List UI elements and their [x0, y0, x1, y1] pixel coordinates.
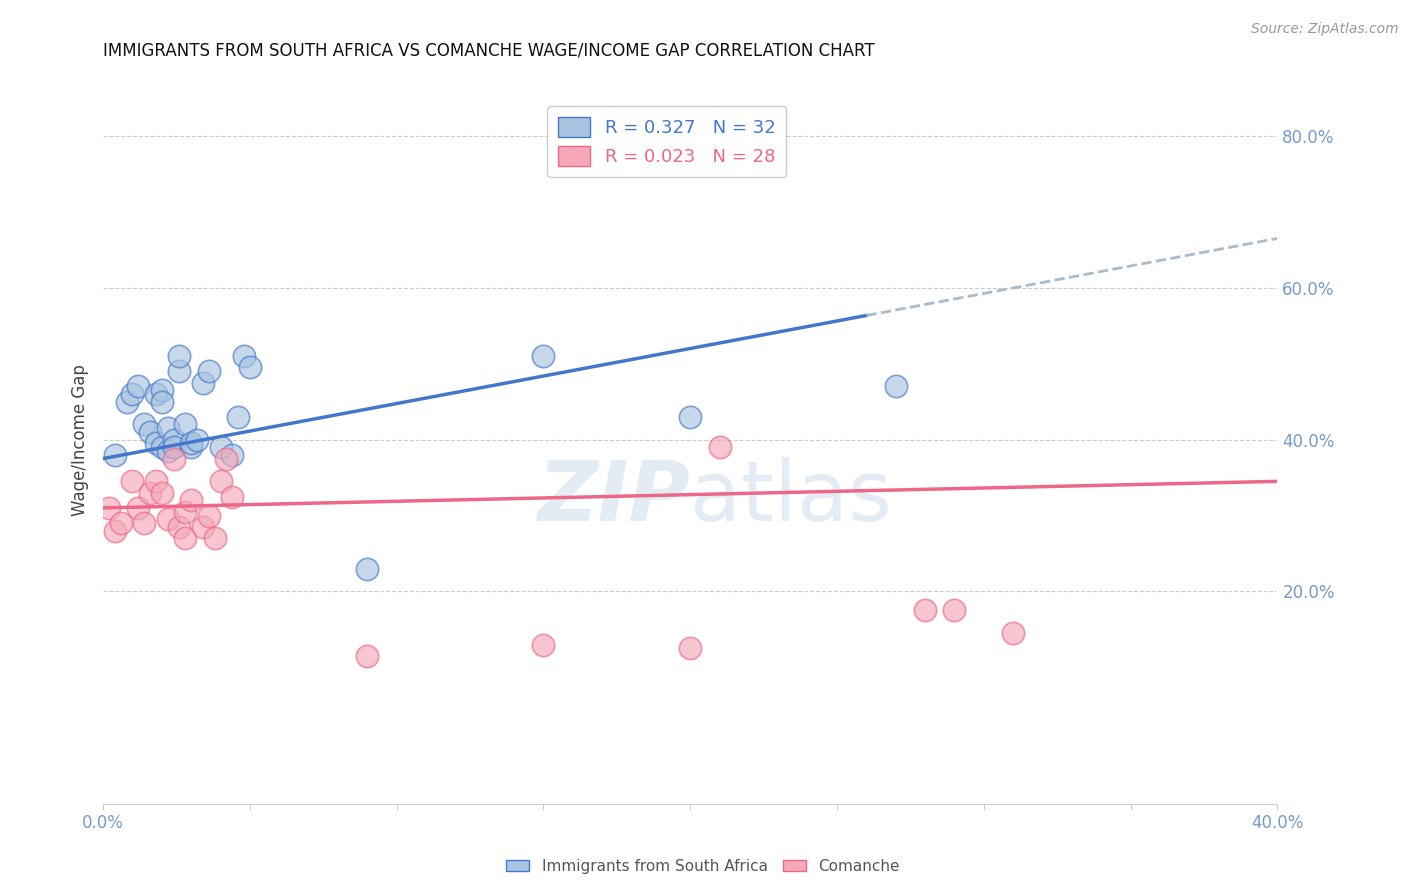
Point [150, 394, 173, 409]
Point [174, 417, 197, 432]
Point [533, 638, 555, 652]
Point [884, 379, 907, 393]
Legend: Immigrants from South Africa, Comanche: Immigrants from South Africa, Comanche [501, 853, 905, 880]
Point [115, 394, 138, 409]
Point [198, 364, 221, 378]
Point [233, 349, 256, 363]
Point [180, 440, 202, 454]
Y-axis label: Wage/Income Gap: Wage/Income Gap [72, 364, 89, 516]
Text: ZIP: ZIP [537, 458, 690, 539]
Point [121, 475, 143, 489]
Point [127, 379, 149, 393]
Point [145, 436, 167, 450]
Text: IMMIGRANTS FROM SOUTH AFRICA VS COMANCHE WAGE/INCOME GAP CORRELATION CHART: IMMIGRANTS FROM SOUTH AFRICA VS COMANCHE… [103, 42, 875, 60]
Point [121, 387, 143, 401]
Point [198, 508, 221, 523]
Point [98, 500, 121, 515]
Point [145, 387, 167, 401]
Text: atlas: atlas [690, 458, 891, 539]
Point [226, 409, 249, 424]
Point [104, 448, 127, 462]
Point [186, 433, 208, 447]
Point [221, 448, 243, 462]
Point [215, 451, 238, 466]
Text: Source: ZipAtlas.com: Source: ZipAtlas.com [1251, 22, 1399, 37]
Point [1002, 626, 1025, 640]
Point [169, 520, 191, 534]
Point [139, 485, 162, 500]
Point [221, 490, 243, 504]
Point [162, 440, 184, 454]
Point [679, 409, 702, 424]
Point [174, 505, 197, 519]
Point [679, 641, 702, 656]
Point [356, 561, 378, 575]
Point [180, 436, 202, 450]
Point [162, 433, 184, 447]
Point [156, 512, 179, 526]
Point [104, 524, 127, 538]
Point [943, 603, 966, 617]
Point [169, 349, 191, 363]
Point [139, 425, 162, 439]
Point [191, 376, 214, 390]
Point [162, 451, 184, 466]
Point [180, 493, 202, 508]
Point [156, 444, 179, 458]
Point [204, 531, 226, 545]
Point [174, 531, 197, 545]
Point [145, 475, 167, 489]
Point [239, 360, 262, 375]
Point [127, 500, 149, 515]
Point [209, 475, 232, 489]
Point [209, 440, 232, 454]
Point [150, 383, 173, 397]
Point [533, 349, 555, 363]
Point [914, 603, 936, 617]
Point [169, 364, 191, 378]
Legend: R = 0.327   N = 32, R = 0.023   N = 28: R = 0.327 N = 32, R = 0.023 N = 28 [547, 106, 786, 177]
Point [709, 440, 731, 454]
Point [134, 417, 156, 432]
Point [150, 440, 173, 454]
Point [110, 516, 132, 530]
Point [134, 516, 156, 530]
Point [150, 485, 173, 500]
Point [191, 520, 214, 534]
Point [356, 648, 378, 663]
Point [156, 421, 179, 435]
